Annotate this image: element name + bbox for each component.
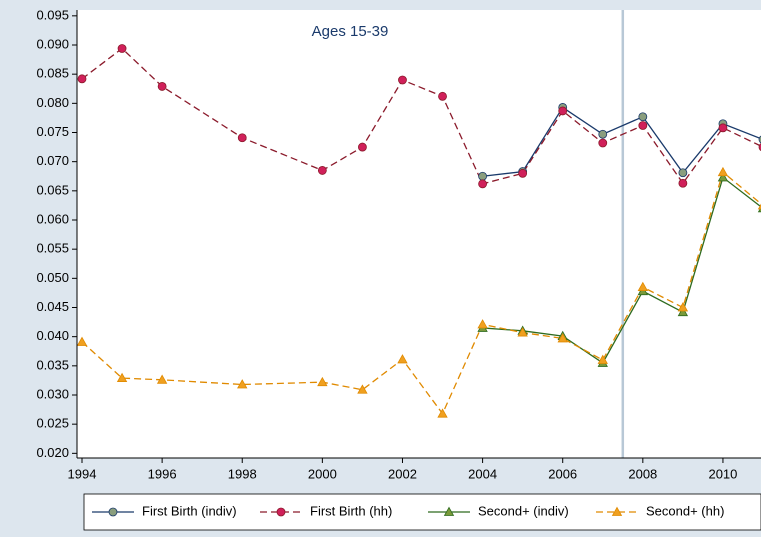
y-tick-label: 0.025 — [36, 416, 69, 431]
marker — [597, 354, 608, 364]
marker — [718, 123, 728, 133]
marker — [478, 171, 487, 181]
marker — [517, 327, 528, 337]
marker — [77, 74, 87, 84]
y-tick-label: 0.075 — [36, 124, 69, 139]
x-tick-label: 2010 — [708, 466, 737, 481]
y-tick-label: 0.060 — [36, 211, 69, 226]
legend-marker — [276, 507, 286, 517]
legend-marker — [108, 507, 118, 517]
marker — [637, 281, 649, 291]
series-line — [81, 171, 761, 415]
x-tick-label: 2006 — [548, 466, 577, 481]
y-tick-label: 0.090 — [36, 36, 69, 51]
marker — [317, 376, 328, 387]
marker — [317, 166, 327, 175]
marker — [717, 166, 729, 177]
marker — [638, 112, 648, 122]
legend-marker — [443, 506, 455, 516]
y-tick-label: 0.040 — [36, 328, 69, 343]
annotation: Ages 15-39 — [312, 23, 389, 40]
x-tick-label: 1994 — [68, 466, 97, 481]
marker — [237, 379, 248, 389]
x-tick-label: 2002 — [388, 466, 417, 481]
marker — [478, 179, 487, 189]
marker — [598, 129, 608, 139]
marker — [638, 121, 648, 130]
marker — [357, 384, 368, 394]
legend-label: First Birth (indiv) — [142, 503, 237, 518]
marker — [437, 408, 448, 418]
x-tick-label: 2004 — [468, 466, 497, 481]
x-tick-label: 1998 — [228, 466, 257, 481]
legend-label: Second+ (hh) — [646, 503, 724, 518]
legend-box — [83, 493, 761, 531]
y-tick-label: 0.055 — [36, 241, 69, 256]
marker — [157, 82, 167, 91]
x-tick-label: 2008 — [628, 466, 657, 481]
series-line — [81, 47, 761, 185]
marker — [237, 133, 247, 143]
y-tick-label: 0.070 — [36, 153, 69, 168]
marker — [518, 168, 528, 178]
y-tick-label: 0.095 — [36, 7, 69, 22]
marker — [116, 372, 128, 382]
x-tick-label: 2000 — [308, 466, 337, 481]
marker — [77, 336, 88, 346]
marker — [678, 168, 688, 178]
y-tick-label: 0.065 — [36, 182, 69, 197]
y-tick-label: 0.080 — [36, 95, 69, 110]
marker — [557, 333, 568, 343]
marker — [558, 106, 568, 116]
marker — [678, 178, 688, 188]
marker — [156, 374, 168, 384]
legend-marker — [611, 506, 623, 516]
y-tick-label: 0.045 — [36, 299, 69, 314]
y-tick-label: 0.085 — [36, 66, 69, 81]
y-tick-label: 0.050 — [36, 270, 69, 285]
plot-area — [77, 10, 761, 458]
marker — [397, 354, 408, 364]
marker — [677, 306, 689, 317]
marker — [717, 172, 729, 182]
y-tick-label: 0.035 — [36, 357, 69, 372]
marker — [358, 142, 367, 152]
legend-label: Second+ (indiv) — [478, 503, 569, 518]
series-line — [482, 106, 761, 177]
marker — [117, 44, 127, 53]
x-tick-label: 1996 — [148, 466, 177, 481]
marker — [398, 75, 407, 85]
legend-label: First Birth (hh) — [310, 503, 392, 518]
y-tick-label: 0.020 — [36, 445, 69, 460]
plot-layer — [77, 10, 761, 458]
marker — [598, 138, 608, 148]
series-line — [482, 176, 761, 364]
marker — [677, 302, 689, 312]
marker — [438, 91, 447, 101]
y-tick-label: 0.030 — [36, 386, 69, 401]
marker — [477, 319, 488, 329]
